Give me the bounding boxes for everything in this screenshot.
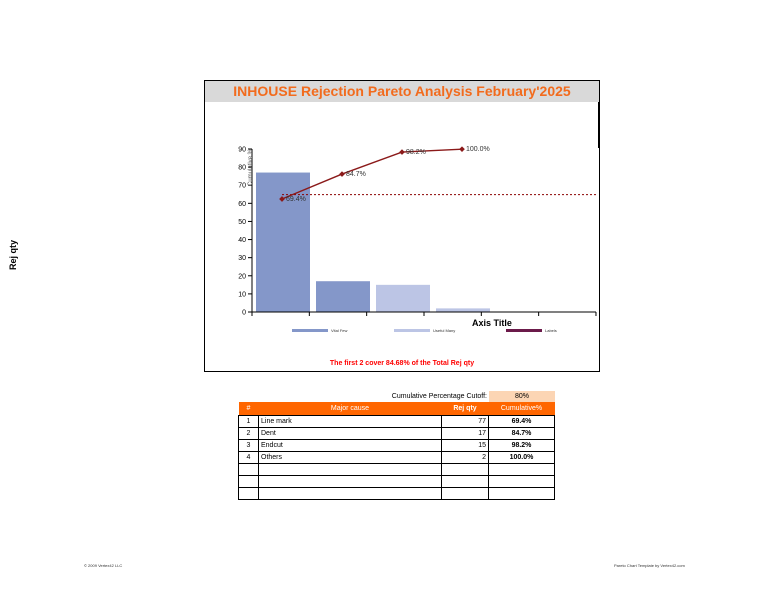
y-tick-label: 90 [238,147,246,154]
bar-1 [256,172,310,312]
header-major-cause: Major cause [258,402,442,416]
y-tick-label: 40 [238,237,246,244]
y-tick-label: 0 [242,310,246,317]
table-header-row: # Major cause Rej qty Cumulative% [238,402,555,416]
cumulative-data-label: 84.7% [346,171,366,178]
bar-4 [436,308,490,312]
legend-label-useful-many: Useful Many [433,328,456,333]
chart-title: INHOUSE Rejection Pareto Analysis Februa… [205,81,599,102]
y-tick-label: 10 [238,291,246,298]
legend-swatch-labels [506,329,542,333]
header-rej-qty: Rej qty [441,402,489,416]
row-number[interactable] [238,487,259,500]
legend-label-labels: Labels [545,328,557,333]
y-tick-label: 70 [238,183,246,190]
table-row [238,463,555,476]
row-qty[interactable] [441,475,489,488]
legend-vital-few: Vital Few [292,328,347,333]
row-cumulative[interactable]: 100.0% [488,451,555,464]
cumulative-point-2 [339,171,345,177]
cumulative-point-1 [279,196,285,202]
row-cause[interactable] [258,475,442,488]
cumulative-point-4 [459,146,465,152]
row-number[interactable]: 3 [238,439,259,452]
row-cumulative[interactable]: 98.2% [488,439,555,452]
y-tick-label: 80 [238,165,246,172]
row-cause[interactable]: Endcut [258,439,442,452]
row-qty[interactable]: 77 [441,415,489,428]
cutoff-value-input[interactable]: 80% [489,391,555,403]
row-number[interactable] [238,463,259,476]
cumulative-line [281,148,463,200]
bar-3 [376,284,430,312]
header-number: # [238,402,259,416]
y-tick-label: 60 [238,201,246,208]
row-cause[interactable]: Others [258,451,442,464]
legend-swatch-vital-few [292,329,328,333]
table-row: 2 Dent 17 84.7% [238,427,555,440]
row-qty[interactable] [441,463,489,476]
table-row: 1 Line mark 77 69.4% [238,415,555,428]
row-number[interactable]: 4 [238,451,259,464]
row-cumulative[interactable] [488,463,555,476]
cutoff-label: Cumulative Percentage Cutoff: [391,393,487,400]
row-qty[interactable]: 15 [441,439,489,452]
secondary-y-axis-label: Cumulative % [248,148,254,186]
row-cause[interactable]: Line mark [258,415,442,428]
legend-useful-many: Useful Many [394,328,455,333]
row-qty[interactable]: 17 [441,427,489,440]
row-cause[interactable]: Dent [258,427,442,440]
table-row: 4 Others 2 100.0% [238,451,555,464]
table-row [238,487,555,500]
row-cause[interactable] [258,487,442,500]
row-number[interactable] [238,475,259,488]
cumulative-point-3 [399,149,405,155]
y-tick-label: 50 [238,219,246,226]
row-number[interactable]: 2 [238,427,259,440]
row-cumulative[interactable] [488,487,555,500]
y-tick-label: 20 [238,273,246,280]
bar-2 [316,281,370,312]
row-cumulative[interactable] [488,475,555,488]
cumulative-data-label: 98.2% [406,149,426,156]
row-number[interactable]: 1 [238,415,259,428]
row-qty[interactable]: 2 [441,451,489,464]
cumulative-data-label: 100.0% [466,146,490,153]
table-row: 3 Endcut 15 98.2% [238,439,555,452]
cumulative-data-label: 69.4% [286,196,306,203]
legend-swatch-useful-many [394,329,430,333]
y-tick-label: 30 [238,255,246,262]
legend-labels: Labels [506,328,557,333]
footer-copyright: © 2009 Vertex42 LLC [84,563,123,568]
table-row [238,475,555,488]
data-table: # Major cause Rej qty Cumulative% 1 Line … [238,402,555,500]
row-cumulative[interactable]: 84.7% [488,427,555,440]
row-cause[interactable] [258,463,442,476]
chart-edge-line [598,102,600,148]
row-cumulative[interactable]: 69.4% [488,415,555,428]
legend-label-vital-few: Vital Few [331,328,348,333]
footer-template-credit: Pareto Chart Template by Vertex42.com [614,563,685,568]
x-axis-label: Axis Title [472,318,512,328]
header-cumulative: Cumulative% [488,402,555,416]
chart-footnote: The first 2 cover 84.68% of the Total Re… [329,360,475,367]
row-qty[interactable] [441,487,489,500]
y-axis-label: Rej qty [8,239,18,270]
